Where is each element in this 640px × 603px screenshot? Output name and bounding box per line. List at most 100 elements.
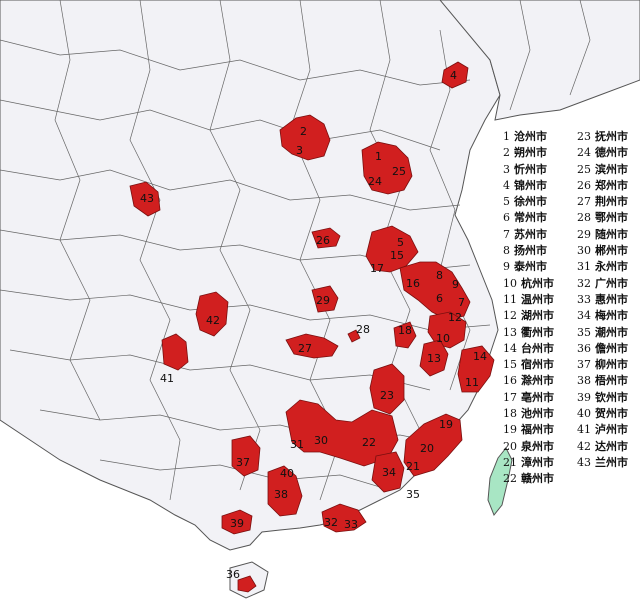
legend-item-43: 43 兰州市 — [577, 455, 628, 471]
legend-item-3: 3 忻州市 — [503, 162, 554, 178]
legend-number: 32 — [577, 276, 591, 290]
region-13 — [419, 339, 449, 377]
legend-city-name: 赣州市 — [521, 472, 554, 486]
region-label-10: 10 — [436, 332, 450, 345]
taiwan-island — [487, 447, 513, 516]
region-label-27: 27 — [298, 342, 312, 355]
region-label-3: 3 — [296, 144, 303, 157]
legend-city-name: 徐州市 — [514, 195, 547, 209]
legend-city-name: 扬州市 — [514, 244, 547, 258]
legend-city-name: 苏州市 — [514, 227, 547, 241]
region-label-32: 32 — [324, 516, 338, 529]
region-2-3 — [279, 114, 331, 161]
legend-city-name: 抚州市 — [595, 130, 628, 143]
region-label-37: 37 — [236, 456, 250, 469]
region-label-31: 31 — [290, 438, 304, 451]
legend-number: 38 — [577, 374, 591, 388]
legend-item-27: 27 荆州市 — [577, 194, 628, 210]
legend-city-name: 梧州市 — [595, 374, 628, 388]
region-label-17: 17 — [370, 262, 384, 275]
region-label-23: 23 — [380, 389, 394, 402]
legend-number: 13 — [503, 325, 517, 339]
region-label-34: 34 — [382, 466, 396, 479]
legend-number: 39 — [577, 390, 591, 404]
region-label-40: 40 — [280, 467, 294, 480]
legend-city-name: 池州市 — [521, 407, 554, 421]
legend-column-1: 1 沧州市 2 朔州市 3 忻州市 4 锦州市 5 徐州市 6 常州市 7 苏州市 8 扬州市 9 泰州市 10 杭州… — [503, 129, 554, 488]
legend-number: 10 — [503, 276, 517, 290]
region-label-16: 16 — [406, 277, 420, 290]
legend-item-25: 25 滨州市 — [577, 162, 628, 178]
legend-city-name: 台州市 — [521, 341, 554, 355]
region-label-1: 1 — [375, 150, 382, 163]
legend-item-5: 5 徐州市 — [503, 194, 554, 210]
legend-number: 31 — [577, 260, 591, 274]
legend-city-name: 达州市 — [595, 439, 628, 453]
region-label-39: 39 — [230, 517, 244, 530]
legend-item-26: 26 郑州市 — [577, 178, 628, 194]
legend-number: 40 — [577, 407, 591, 421]
legend-city-name: 贺州市 — [595, 407, 628, 421]
legend-city-name: 梅州市 — [595, 309, 628, 323]
legend-item-6: 6 常州市 — [503, 210, 554, 226]
legend-city-name: 随州市 — [595, 227, 628, 241]
legend-city-name: 兰州市 — [595, 455, 628, 469]
legend-number: 8 — [503, 244, 510, 258]
region-label-20: 20 — [420, 442, 434, 455]
legend-item-23: 23 抚州市 — [577, 129, 628, 145]
region-label-6: 6 — [436, 292, 443, 305]
legend-item-13: 13 衢州市 — [503, 325, 554, 341]
legend-city-name: 钦州市 — [595, 390, 628, 404]
region-label-42: 42 — [206, 314, 220, 327]
legend-number: 27 — [577, 195, 591, 209]
legend-city-name: 朔州市 — [514, 146, 547, 160]
region-28 — [347, 329, 361, 343]
legend-city-name: 滁州市 — [521, 374, 554, 388]
legend-city-name: 锦州市 — [514, 178, 547, 192]
legend-number: 35 — [577, 325, 591, 339]
region-label-5: 5 — [397, 236, 404, 249]
region-38-40 — [267, 465, 303, 517]
legend-number: 25 — [577, 162, 591, 176]
region-39 — [221, 509, 253, 535]
region-label-25: 25 — [392, 165, 406, 178]
legend-item-21: 21 漳州市 — [503, 455, 554, 471]
legend-number: 33 — [577, 292, 591, 306]
legend-number: 37 — [577, 358, 591, 372]
legend-number: 21 — [503, 455, 517, 469]
region-43 — [129, 181, 161, 217]
legend-number: 26 — [577, 178, 591, 192]
legend-city-name: 福州市 — [521, 423, 554, 437]
legend-city-name: 泸州市 — [595, 423, 628, 437]
region-23 — [369, 363, 405, 415]
legend-number: 19 — [503, 423, 517, 437]
legend-city-name: 郑州市 — [595, 178, 628, 192]
legend-number: 24 — [577, 146, 591, 160]
region-label-2: 2 — [300, 125, 307, 138]
legend-item-42: 42 达州市 — [577, 439, 628, 455]
legend-number: 12 — [503, 309, 517, 323]
legend-item-12: 12 湖州市 — [503, 308, 554, 324]
region-label-35: 35 — [406, 488, 420, 501]
region-19-20-21 — [403, 413, 463, 477]
legend-city-name: 常州市 — [514, 211, 547, 225]
region-37 — [231, 435, 261, 477]
legend-city-name: 沧州市 — [514, 130, 547, 143]
legend-item-32: 32 广州市 — [577, 276, 628, 292]
region-label-9: 9 — [452, 278, 459, 291]
legend-number: 17 — [503, 390, 517, 404]
legend-number: 1 — [503, 130, 510, 143]
region-label-7: 7 — [458, 296, 465, 309]
legend-city-name: 湖州市 — [521, 309, 554, 323]
legend-city-name: 杭州市 — [521, 276, 554, 290]
legend-item-38: 38 梧州市 — [577, 373, 628, 389]
region-label-21: 21 — [406, 460, 420, 473]
legend-number: 23 — [577, 130, 591, 143]
region-label-13: 13 — [427, 352, 441, 365]
legend-item-40: 40 贺州市 — [577, 406, 628, 422]
region-label-30: 30 — [314, 434, 328, 447]
region-label-33: 33 — [344, 518, 358, 531]
legend-number: 34 — [577, 309, 591, 323]
region-label-29: 29 — [316, 294, 330, 307]
